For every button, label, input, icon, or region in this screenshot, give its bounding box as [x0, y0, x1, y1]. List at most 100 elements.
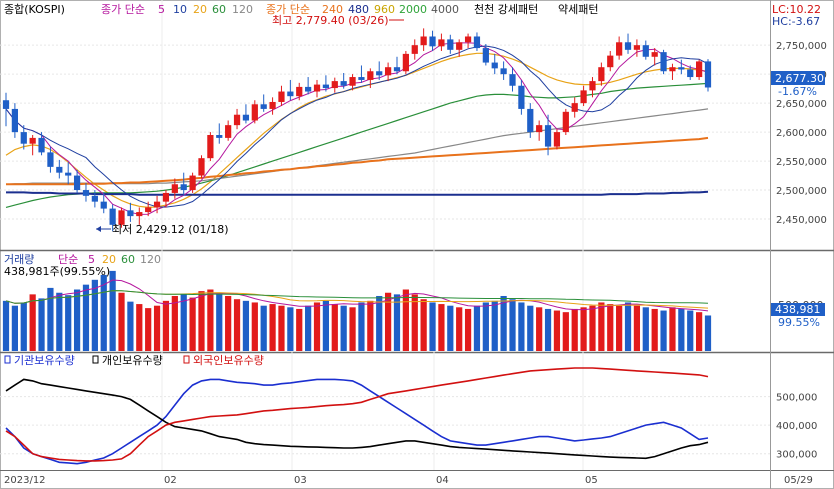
x-tick-label: 05/29	[784, 475, 813, 486]
holding-lines	[5, 367, 709, 465]
volume-bar	[65, 295, 72, 351]
holding-line-indiv	[5, 378, 709, 460]
price-y-tick: 2,500,000	[776, 186, 827, 197]
volume-bar	[180, 294, 187, 351]
volume-bar	[402, 289, 409, 351]
volume-bar	[633, 305, 641, 351]
ma-value-10: 10	[173, 3, 187, 16]
candle-body	[607, 55, 614, 68]
candle-body	[29, 137, 36, 144]
volume-bar	[127, 301, 134, 351]
volume-bar	[704, 315, 712, 351]
candle-body	[633, 45, 641, 50]
last-volume: 438,981주(99.55%)	[4, 265, 110, 278]
volume-bar	[571, 308, 578, 351]
candle-body	[136, 212, 143, 217]
volume-bar	[393, 294, 401, 351]
volume-bar	[11, 305, 18, 351]
volume-bar	[473, 305, 481, 351]
candle-body	[225, 125, 232, 138]
candle-body	[562, 111, 569, 133]
volume-bar	[216, 294, 223, 351]
volume-bar	[651, 308, 658, 351]
ma-value-60: 60	[212, 3, 226, 16]
volume-bar	[242, 300, 250, 351]
candle-body	[384, 67, 392, 76]
candle-body	[420, 36, 427, 46]
volume-bar	[189, 297, 196, 351]
ma-value-480: 480	[348, 3, 369, 16]
volume-bar	[278, 305, 285, 351]
volume-bars	[2, 270, 712, 351]
candle-body	[340, 81, 347, 86]
candle-body	[447, 39, 454, 50]
x-tick-label: 03	[294, 475, 307, 486]
ma-value-120: 120	[232, 3, 253, 16]
volume-ma-20: 20	[102, 253, 116, 266]
volume-bar	[456, 307, 463, 351]
volume-title: 거래량	[4, 253, 34, 266]
volume-bar	[225, 295, 232, 351]
volume-bar	[73, 289, 81, 351]
candle-body	[598, 67, 605, 82]
candle-body	[127, 210, 134, 217]
volume-bar	[696, 312, 703, 351]
volume-ma-label: 단순	[58, 253, 78, 266]
candle-body	[278, 91, 285, 102]
ma-value-4000: 4000	[431, 3, 459, 16]
volume-bar	[91, 279, 98, 351]
volume-bar	[384, 292, 392, 351]
volume-bar	[429, 302, 436, 351]
volume-bar	[500, 295, 507, 351]
candle-body	[233, 114, 241, 126]
candle-body	[589, 81, 596, 91]
candle-body	[313, 84, 321, 92]
candle-body	[642, 45, 649, 57]
volume-bar	[376, 295, 383, 351]
volume-ma-5: 5	[88, 253, 95, 266]
volume-bar	[145, 308, 152, 351]
volume-bar	[589, 305, 596, 351]
price-panel-title: 종합(KOSPI)	[4, 3, 65, 16]
price-y-tick: 2,450,000	[776, 215, 827, 226]
candle-body	[491, 62, 498, 69]
ma-value-960: 960	[374, 3, 395, 16]
price-y-tick: 2,600,000	[776, 128, 827, 139]
x-tick-label: 04	[436, 475, 449, 486]
volume-bar	[331, 304, 338, 351]
candle-body	[145, 207, 152, 213]
volume-bar	[509, 299, 516, 351]
ma-line-ma10	[5, 45, 709, 208]
ma-value-240: 240	[322, 3, 343, 16]
candle-body	[660, 52, 667, 72]
candle-body	[438, 39, 445, 47]
volume-bar	[447, 305, 454, 351]
lc-readout: LC:10.22	[772, 3, 821, 16]
candle-body	[376, 71, 383, 76]
volume-bar	[678, 308, 685, 351]
candle-body	[189, 175, 196, 191]
pattern-label-1: 천천 강세패턴	[474, 2, 538, 16]
volume-bar	[269, 304, 276, 351]
volume-bar	[313, 302, 321, 351]
x-tick-label: 2023/12	[4, 475, 46, 486]
candle-body	[73, 175, 81, 191]
volume-bar	[207, 289, 214, 351]
volume-bar	[616, 305, 623, 351]
candle-body	[269, 101, 276, 109]
candle-body	[527, 108, 534, 133]
legend-marker-inst	[4, 355, 11, 364]
candle-body	[358, 77, 365, 80]
candle-body	[162, 192, 170, 202]
candle-body	[65, 172, 72, 176]
volume-bar	[580, 307, 587, 351]
volume-bar	[669, 307, 676, 351]
candle-body	[651, 52, 658, 57]
low-label: 최저 2,429.12 (01/18)	[112, 223, 229, 236]
volume-bar	[296, 308, 303, 351]
volume-panel-header: 거래량 단순 5 20 60 120 438,981주(99.55%)	[4, 253, 161, 278]
ma-label-1: 종가 단순	[101, 3, 145, 16]
volume-bar	[251, 302, 258, 351]
